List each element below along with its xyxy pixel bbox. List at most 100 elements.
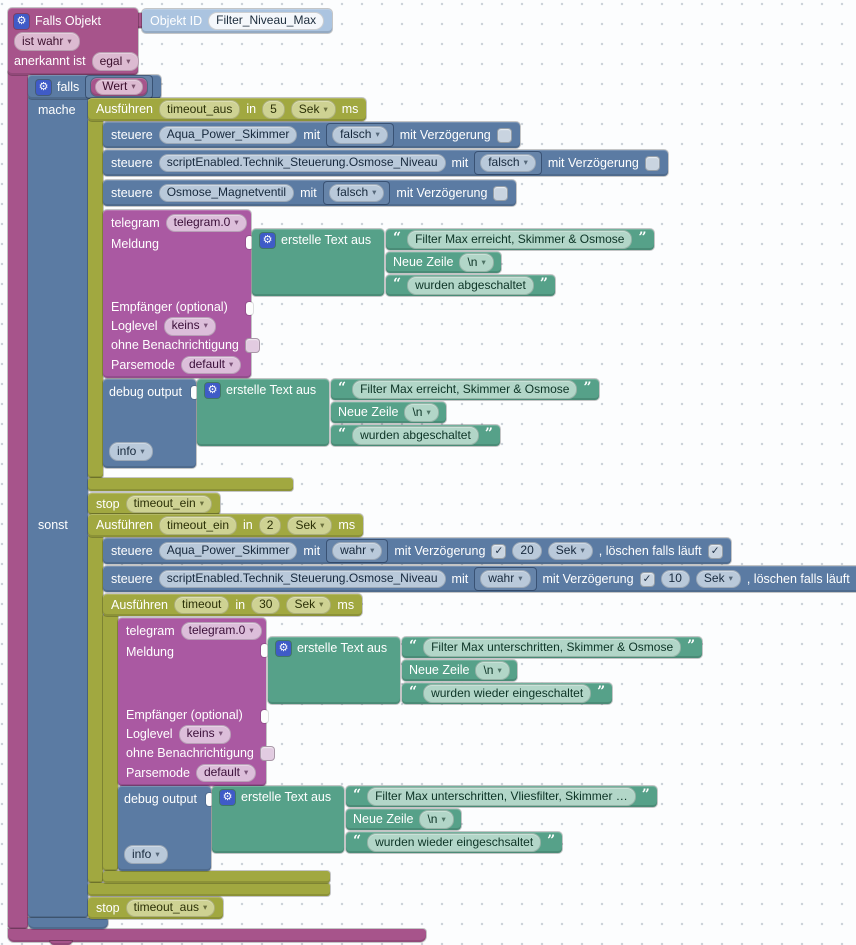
text-quote-row[interactable]: “ wurden abgeschaltet ” [386,275,555,296]
newline-dropdown[interactable]: \n ▾ [475,661,510,680]
silent-checkbox[interactable] [259,746,275,762]
gear-icon[interactable]: ⚙ [36,79,51,95]
newline-dropdown[interactable]: \n ▾ [419,810,454,829]
delay-value-field[interactable]: 20 [512,541,542,561]
timer-unit-dropdown[interactable]: Sek ▾ [290,100,336,119]
text-quote-row[interactable]: “ Filter Max unterschritten, Skimmer & O… [402,637,703,658]
debug-level-dropdown[interactable]: info ▾ [124,845,168,864]
falls-header[interactable]: ⚙ falls Wert ▾ [28,75,161,99]
text-quote-row[interactable]: “ Filter Max unterschritten, Vliesfilter… [346,786,657,807]
delay-checkbox[interactable] [644,155,660,171]
text-quote-row[interactable]: “ Filter Max erreicht, Skimmer & Osmose … [331,379,599,400]
value-socket[interactable]: wahr ▾ [326,538,389,564]
steuere-row[interactable]: steuere Osmose_Magnetventil mit falsch ▾ … [103,180,517,206]
loglevel-dropdown[interactable]: keins ▾ [163,316,216,336]
debug-block[interactable]: debug output info ▾ [118,786,213,871]
trigger-ack-dropdown[interactable]: egal ▾ [91,52,139,72]
timer-name-field[interactable]: timeout [173,595,230,615]
newline-row[interactable]: Neue Zeile \n ▾ [346,809,461,830]
steuere-id-field[interactable]: Osmose_Magnetventil [158,183,295,203]
steuere-id-field[interactable]: Aqua_Power_Skimmer [158,125,298,145]
debug-level-dropdown[interactable]: info ▾ [109,442,153,461]
value-socket[interactable]: falsch ▾ [474,150,542,176]
value-dropdown[interactable]: wahr ▾ [332,541,383,561]
text-field[interactable]: wurden abgeschaltet [352,426,479,445]
value-dropdown[interactable]: falsch ▾ [332,125,388,145]
stop-block[interactable]: stop timeout_aus ▾ [88,897,224,919]
timer-unit-dropdown[interactable]: Sek ▾ [287,516,333,535]
erstelle-text-block[interactable]: ⚙ erstelle Text aus [197,379,329,446]
timer-delay-field[interactable]: 5 [262,100,285,119]
value-socket[interactable]: falsch ▾ [326,122,394,148]
text-field[interactable]: wurden abgeschaltet [407,276,534,295]
gear-icon[interactable]: ⚙ [260,233,275,248]
delay-checkbox[interactable]: ✓ [639,571,655,587]
steuere-row[interactable]: steuere Aqua_Power_Skimmer mit falsch ▾ m… [103,122,520,148]
stop-name-dropdown[interactable]: timeout_aus ▾ [125,898,216,918]
trigger-condition-dropdown[interactable]: ist wahr ▾ [14,32,80,51]
value-socket[interactable]: wahr ▾ [474,566,537,592]
timer-name-field[interactable]: timeout_aus [158,100,241,119]
ausfuehren3-header[interactable]: Ausführen timeout in 30 Sek ▾ ms [103,594,363,616]
erstelle-text-block[interactable]: ⚙ erstelle Text aus [268,637,400,704]
delay-value-field[interactable]: 10 [660,569,690,589]
objekt-id-field[interactable]: Filter_Niveau_Max [208,11,325,31]
steuere-id-field[interactable]: scriptEnabled.Technik_Steuerung.Osmose_N… [158,153,446,173]
delay-checkbox[interactable] [496,127,512,143]
parsemode-dropdown[interactable]: default ▾ [180,355,242,375]
delay-checkbox[interactable] [493,185,509,201]
stop-block[interactable]: stop timeout_ein ▾ [88,493,220,515]
stop-name-dropdown[interactable]: timeout_ein ▾ [125,494,212,514]
gear-icon[interactable]: ⚙ [205,383,220,398]
falls-condition-socket[interactable]: Wert ▾ [85,75,153,99]
telegram-instance-dropdown[interactable]: telegram.0 ▾ [180,621,262,641]
value-dropdown[interactable]: falsch ▾ [480,153,536,173]
ausfuehren2-header[interactable]: Ausführen timeout_ein in 2 Sek ▾ ms [88,514,364,537]
wert-dropdown[interactable]: Wert ▾ [95,79,143,95]
timer-unit-dropdown[interactable]: Sek ▾ [286,595,332,615]
telegram-block[interactable]: telegram telegram.0 ▾ Meldung Empfänger (… [118,618,275,786]
value-dropdown[interactable]: wahr ▾ [480,569,531,589]
loglevel-dropdown[interactable]: keins ▾ [178,724,231,744]
text-field[interactable]: Filter Max erreicht, Skimmer & Osmose [407,230,633,249]
newline-dropdown[interactable]: \n ▾ [459,253,494,272]
newline-dropdown[interactable]: \n ▾ [404,403,439,422]
parsemode-dropdown[interactable]: default ▾ [195,763,257,783]
telegram-instance-dropdown[interactable]: telegram.0 ▾ [165,213,247,233]
gear-icon[interactable]: ⚙ [276,641,291,656]
value-dropdown[interactable]: falsch ▾ [328,183,385,203]
delay-unit-dropdown[interactable]: Sek ▾ [695,569,741,589]
timer-delay-field[interactable]: 2 [258,516,282,535]
text-field[interactable]: wurden wieder eingeschaltet [423,684,592,703]
newline-row[interactable]: Neue Zeile \n ▾ [402,660,517,681]
timer-name-field[interactable]: timeout_ein [158,516,238,535]
text-quote-row[interactable]: “ Filter Max erreicht, Skimmer & Osmose … [386,229,654,250]
debug-block[interactable]: debug output info ▾ [103,379,198,468]
telegram-block[interactable]: telegram telegram.0 ▾ Meldung Empfänger (… [103,210,260,378]
text-field[interactable]: Filter Max unterschritten, Skimmer & Osm… [423,638,682,657]
value-socket[interactable]: falsch ▾ [322,180,391,206]
newline-row[interactable]: Neue Zeile \n ▾ [331,402,446,423]
steuere-row[interactable]: steuere scriptEnabled.Technik_Steuerung.… [103,150,668,176]
text-field[interactable]: Filter Max unterschritten, Vliesfilter, … [367,787,636,806]
timer-delay-field[interactable]: 30 [251,595,281,615]
erstelle-text-block[interactable]: ⚙ erstelle Text aus [252,229,384,296]
erstelle-text-block[interactable]: ⚙ erstelle Text aus [212,786,344,853]
gear-icon[interactable]: ⚙ [14,13,29,29]
steuere-id-field[interactable]: Aqua_Power_Skimmer [158,541,298,561]
clear-running-checkbox[interactable]: ✓ [707,543,723,559]
newline-row[interactable]: Neue Zeile \n ▾ [386,252,501,273]
text-field[interactable]: wurden wieder eingeschsaltet [367,833,542,852]
objekt-id-block[interactable]: Objekt ID Filter_Niveau_Max [142,9,333,33]
delay-unit-dropdown[interactable]: Sek ▾ [547,541,593,561]
steuere-row[interactable]: steuere Aqua_Power_Skimmer mit wahr ▾ mit… [103,538,731,564]
text-quote-row[interactable]: “ wurden wieder eingeschsaltet ” [346,832,563,853]
silent-checkbox[interactable] [244,338,260,354]
gear-icon[interactable]: ⚙ [220,790,235,805]
steuere-row[interactable]: steuere scriptEnabled.Technik_Steuerung.… [103,566,856,592]
trigger-block[interactable]: ⚙ Falls Objekt ist wahr ▾ anerkannt ist e… [8,8,139,75]
ausfuehren1-header[interactable]: Ausführen timeout_aus in 5 Sek ▾ ms [88,98,367,121]
delay-checkbox[interactable]: ✓ [491,543,507,559]
text-field[interactable]: Filter Max erreicht, Skimmer & Osmose [352,380,578,399]
